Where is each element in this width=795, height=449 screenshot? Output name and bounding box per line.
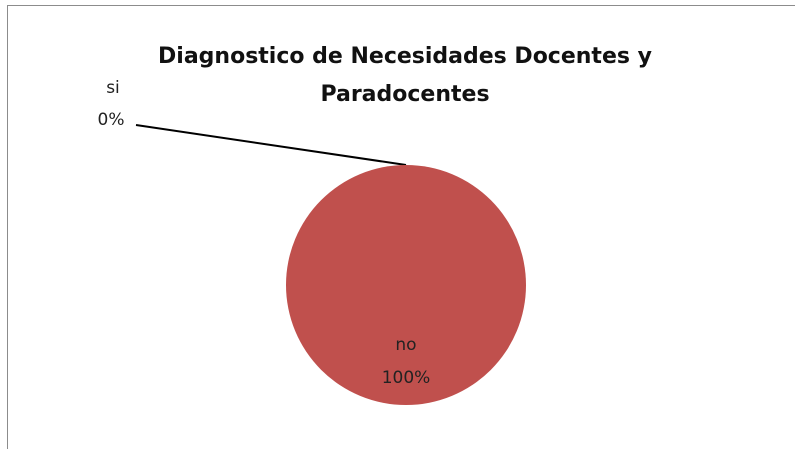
- chart-title: Diagnostico de Necesidades Docentes y Pa…: [158, 44, 652, 107]
- slice-label: no: [395, 335, 416, 355]
- slice-value-label: 100%: [382, 368, 431, 388]
- slice-value-label: 0%: [98, 110, 125, 130]
- pie-slice: [286, 165, 526, 405]
- leader-line: [135, 124, 407, 166]
- slice-label: si: [106, 78, 120, 98]
